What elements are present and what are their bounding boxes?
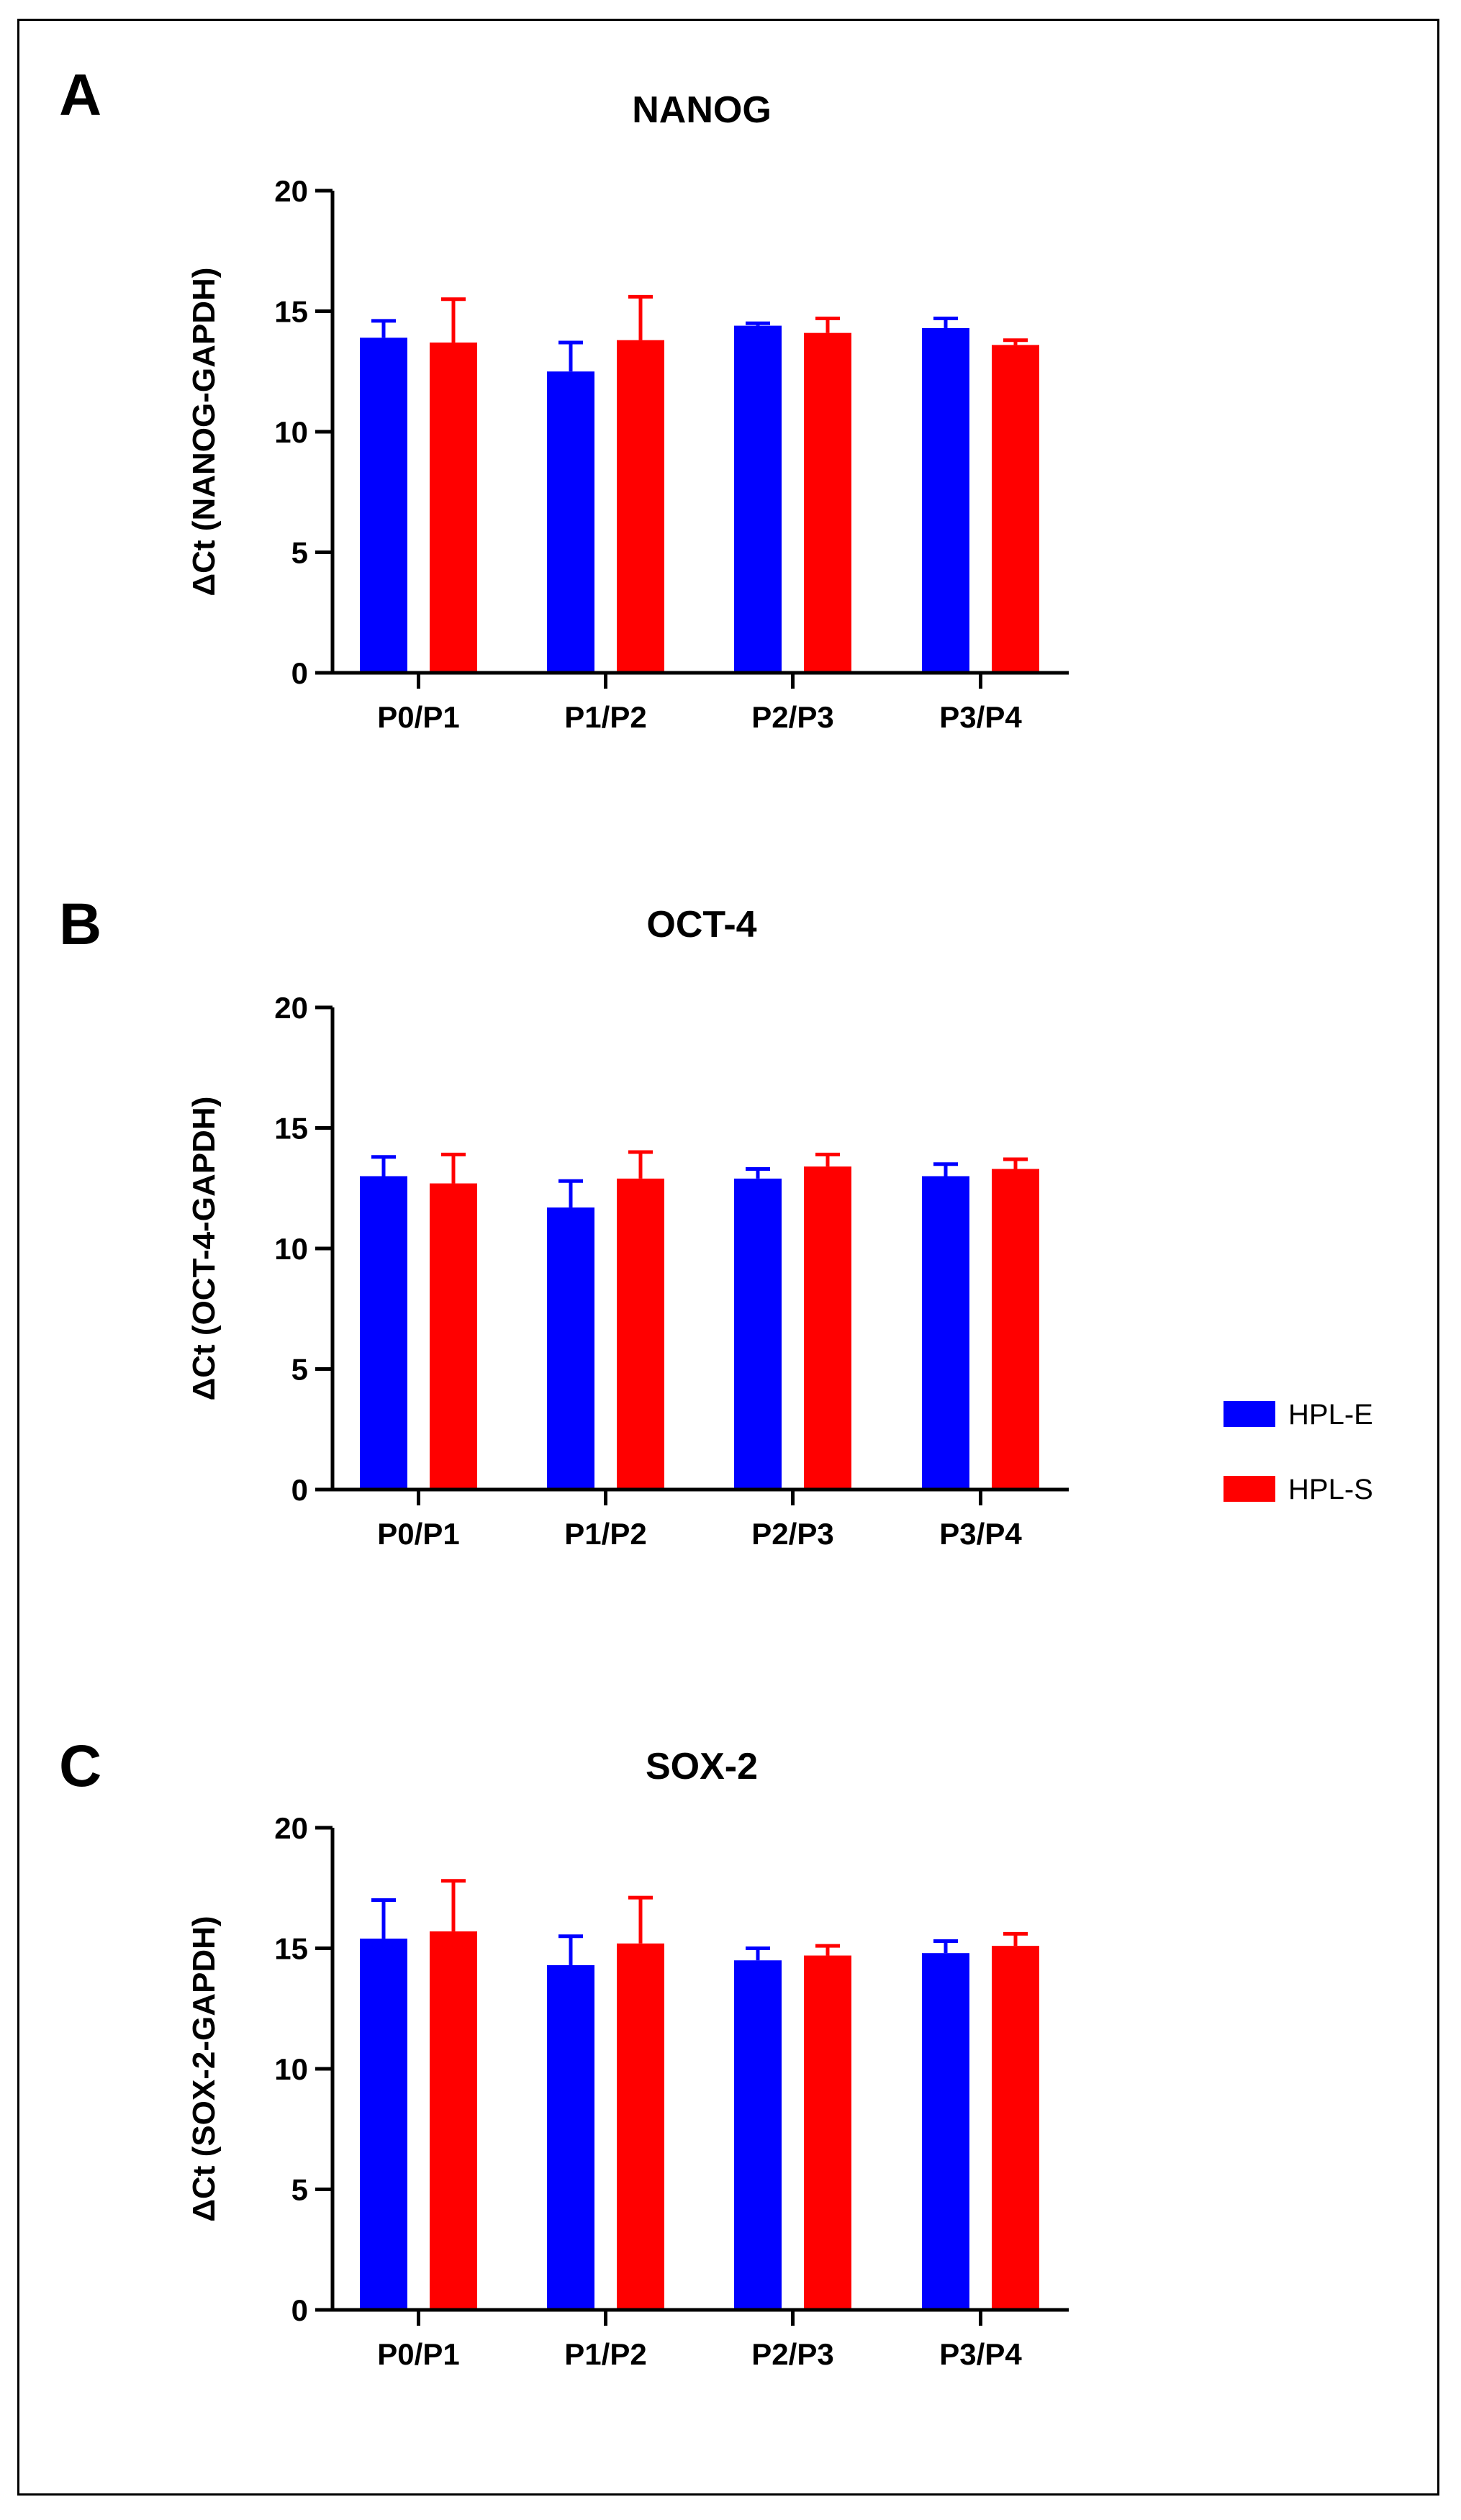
x-tick-label: P1/P2 [564, 700, 646, 734]
bar [360, 1176, 407, 1490]
bar [430, 1183, 477, 1490]
bar [547, 1207, 594, 1490]
x-tick-label: P2/P3 [751, 700, 833, 734]
y-tick-label: 10 [274, 1232, 308, 1266]
bar [922, 1176, 969, 1490]
bar [804, 1166, 851, 1490]
legend-swatch [1223, 1401, 1275, 1427]
y-axis-label: ΔCt (NANOG-GAPDH) [186, 268, 222, 597]
chart-title: OCT-4 [646, 904, 756, 946]
bar [617, 1943, 664, 2310]
panel-c: C SOX-2 ΔCt (SOX-2-GAPDH) 0 5 10 15 20 P0/P1 P1/P… [59, 1733, 1069, 2371]
y-tick-label: 20 [274, 991, 308, 1025]
y-tick-label: 0 [291, 1473, 308, 1507]
x-tick-label: P3/P4 [939, 2337, 1022, 2371]
bar [992, 345, 1039, 673]
y-tick-label: 15 [274, 1932, 308, 1966]
y-axis-label: ΔCt (OCT-4-GAPDH) [186, 1097, 222, 1401]
bar [992, 1169, 1039, 1490]
bar [804, 332, 851, 673]
y-tick-label: 5 [291, 536, 308, 570]
bar [547, 1964, 594, 2310]
panel-label: C [59, 1733, 101, 1799]
panel-label: B [59, 892, 101, 957]
y-tick-label: 20 [274, 174, 308, 208]
bar [547, 371, 594, 673]
y-tick-label: 0 [291, 656, 308, 690]
x-tick-label: P0/P1 [377, 1517, 459, 1551]
chart-title: NANOG [632, 89, 772, 131]
y-tick-label: 10 [274, 415, 308, 449]
x-tick-label: P3/P4 [939, 700, 1022, 734]
bar [360, 1939, 407, 2310]
x-tick-label: P1/P2 [564, 2337, 646, 2371]
bar [360, 337, 407, 673]
chart-title: SOX-2 [646, 1746, 758, 1787]
x-tick-label: P3/P4 [939, 1517, 1022, 1551]
bar [430, 1931, 477, 2310]
bar [734, 325, 782, 673]
bar [922, 1953, 969, 2310]
x-tick-label: P2/P3 [751, 2337, 833, 2371]
panel-a: A NANOG ΔCt (NANOG-GAPDH) 0 5 10 15 20 P0/P1 P1/P… [59, 63, 1069, 734]
y-tick-label: 10 [274, 2052, 308, 2086]
x-tick-label: P0/P1 [377, 700, 459, 734]
x-tick-label: P2/P3 [751, 1517, 833, 1551]
y-axis-label: ΔCt (SOX-2-GAPDH) [186, 1916, 222, 2221]
figure-frame [17, 19, 1439, 2496]
y-tick-label: 0 [291, 2293, 308, 2327]
legend-label: HPL-E [1288, 1399, 1373, 1431]
bar [992, 1946, 1039, 2310]
y-tick-label: 15 [274, 1112, 308, 1146]
y-tick-label: 20 [274, 1811, 308, 1845]
bar [617, 340, 664, 673]
bar [617, 1178, 664, 1490]
panel-label: A [59, 63, 101, 128]
legend-label: HPL-S [1288, 1474, 1373, 1505]
y-tick-label: 5 [291, 1353, 308, 1387]
legend: HPL-E HPL-S [1223, 1399, 1373, 1505]
x-tick-label: P0/P1 [377, 2337, 459, 2371]
panel-b: B OCT-4 ΔCt (OCT-4-GAPDH) 0 5 10 15 20 P0/P1 P1/P… [59, 892, 1069, 1551]
x-tick-label: P1/P2 [564, 1517, 646, 1551]
bar [804, 1955, 851, 2310]
bar [734, 1178, 782, 1490]
y-tick-label: 5 [291, 2173, 308, 2207]
y-tick-label: 15 [274, 295, 308, 329]
bar [922, 327, 969, 673]
bar [430, 343, 477, 673]
bar [734, 1960, 782, 2310]
legend-swatch [1223, 1476, 1275, 1502]
